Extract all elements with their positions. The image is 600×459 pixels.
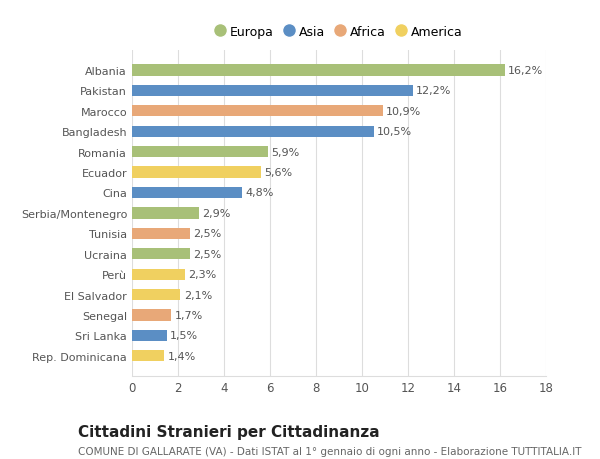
Bar <box>132 350 164 362</box>
Text: 2,1%: 2,1% <box>184 290 212 300</box>
Text: 2,5%: 2,5% <box>193 249 221 259</box>
Bar <box>132 249 190 260</box>
Bar <box>132 269 185 280</box>
Text: Cittadini Stranieri per Cittadinanza: Cittadini Stranieri per Cittadinanza <box>78 425 380 440</box>
Text: 2,3%: 2,3% <box>188 269 217 280</box>
Text: COMUNE DI GALLARATE (VA) - Dati ISTAT al 1° gennaio di ogni anno - Elaborazione : COMUNE DI GALLARATE (VA) - Dati ISTAT al… <box>78 446 581 456</box>
Text: 1,5%: 1,5% <box>170 330 198 341</box>
Legend: Europa, Asia, Africa, America: Europa, Asia, Africa, America <box>210 21 468 44</box>
Text: 16,2%: 16,2% <box>508 66 544 76</box>
Bar <box>132 106 383 117</box>
Text: 2,9%: 2,9% <box>202 208 230 218</box>
Text: 1,7%: 1,7% <box>175 310 203 320</box>
Text: 12,2%: 12,2% <box>416 86 451 96</box>
Text: 10,5%: 10,5% <box>377 127 412 137</box>
Bar <box>132 147 268 158</box>
Bar <box>132 208 199 219</box>
Text: 2,5%: 2,5% <box>193 229 221 239</box>
Bar <box>132 228 190 240</box>
Text: 4,8%: 4,8% <box>246 188 274 198</box>
Bar <box>132 65 505 77</box>
Bar <box>132 167 261 178</box>
Text: 10,9%: 10,9% <box>386 106 421 117</box>
Bar <box>132 310 171 321</box>
Bar <box>132 289 181 301</box>
Bar <box>132 330 167 341</box>
Bar <box>132 86 413 97</box>
Text: 5,6%: 5,6% <box>264 168 292 178</box>
Bar <box>132 126 373 138</box>
Bar <box>132 187 242 199</box>
Text: 5,9%: 5,9% <box>271 147 299 157</box>
Text: 1,4%: 1,4% <box>167 351 196 361</box>
